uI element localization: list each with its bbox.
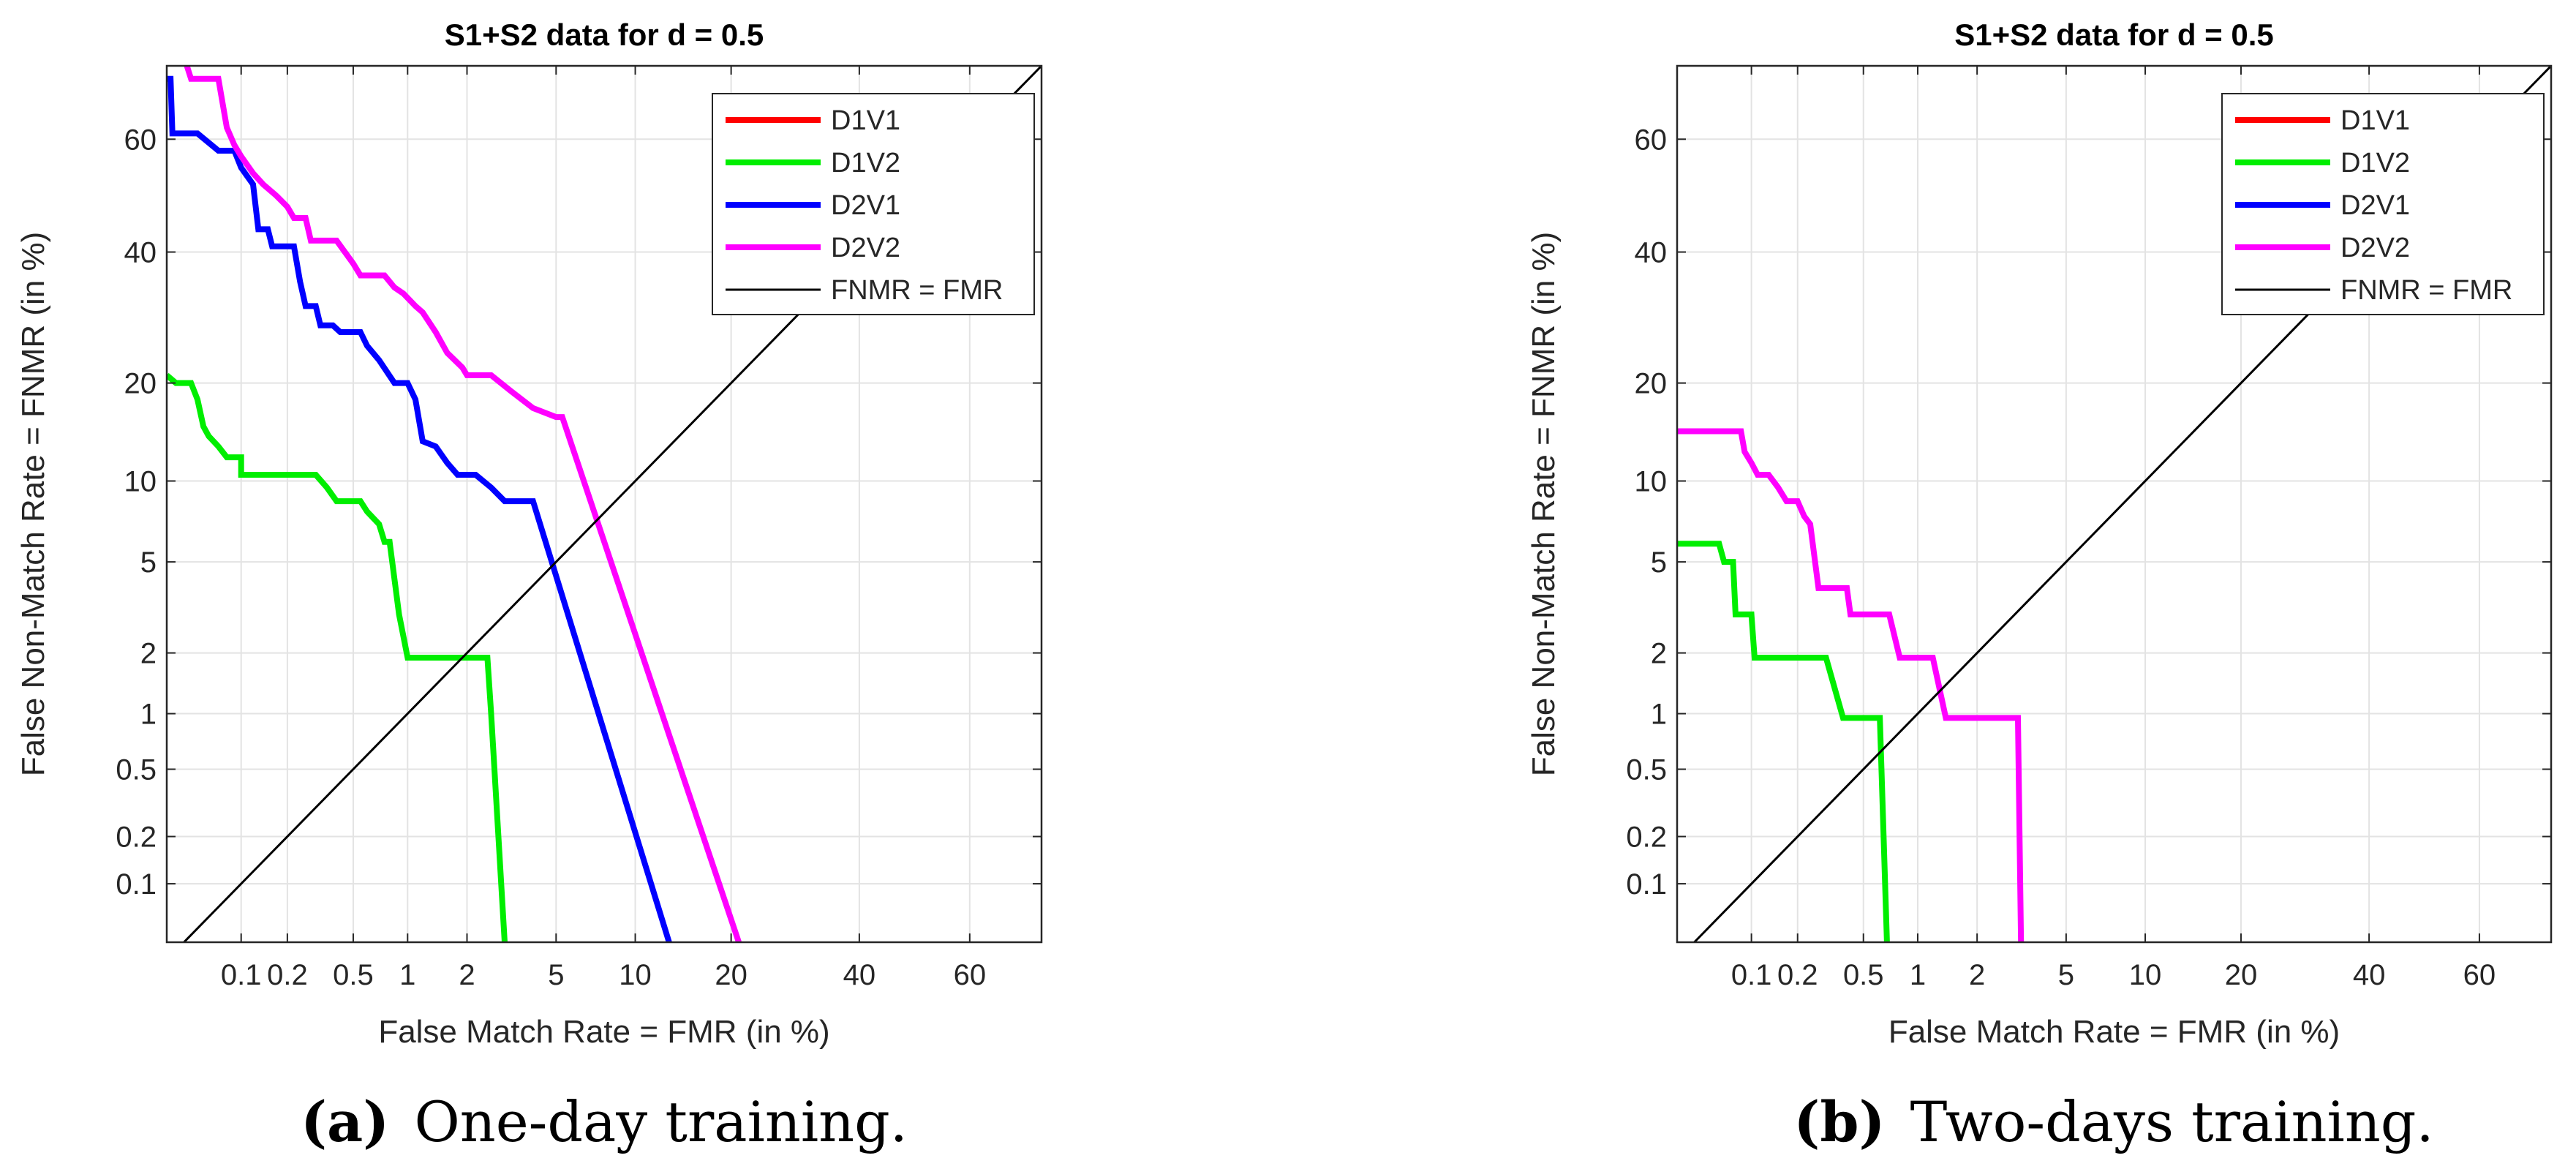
legend-entry: D2V2 [2340, 233, 2410, 263]
caption: (a) One-day training. [301, 1089, 908, 1154]
y-tick-label: 10 [124, 466, 157, 498]
caption: (b) Two-days training. [1793, 1089, 2433, 1154]
x-axis-label: False Match Rate = FMR (in %) [1888, 1014, 2340, 1050]
legend: D1V1 D1V2 D2V1 D2V2 FNMR = FMR [712, 93, 1035, 315]
x-tick-label: 2 [1969, 959, 1985, 991]
x-tick-label: 2 [459, 959, 475, 991]
x-tick-label: 40 [2353, 959, 2386, 991]
y-tick-label: 0.2 [1626, 822, 1667, 854]
x-tick-label: 10 [619, 959, 652, 991]
x-tick-label: 0.1 [1731, 959, 1772, 991]
y-tick-label: 1 [1651, 699, 1667, 731]
x-tick-label: 1 [399, 959, 415, 991]
panel-b-two-days: 0.1 0.2 0.5 1 2 5 10 20 40 600.10.20.512510204060… [1526, 18, 2553, 1154]
y-axis-label: False Non-Match Rate = FNMR (in %) [1526, 232, 1562, 777]
y-tick-label: 2 [1651, 638, 1667, 670]
y-tick-label: 0.5 [116, 753, 157, 786]
y-tick-label: 0.5 [1626, 753, 1667, 786]
y-tick-label: 0.1 [1626, 868, 1667, 901]
chart-title: S1+S2 data for d = 0.5 [1954, 18, 2274, 52]
y-tick-label: 40 [1635, 237, 1668, 269]
y-tick-label: 0.2 [116, 822, 157, 854]
y-tick-label: 20 [1635, 368, 1668, 400]
x-tick-label: 0.5 [1843, 959, 1884, 991]
y-tick-label: 0.1 [116, 868, 157, 901]
x-tick-label: 1 [1910, 959, 1926, 991]
chart-title: S1+S2 data for d = 0.5 [445, 18, 764, 52]
caption-text: Two-days training. [1910, 1089, 2434, 1154]
y-tick-label: 60 [124, 124, 157, 156]
axes-box [165, 64, 1043, 944]
legend-box [2221, 93, 2545, 315]
y-tick-label: 5 [140, 546, 157, 579]
legend-entry: D2V2 [831, 233, 900, 263]
x-tick-label: 0.1 [221, 959, 262, 991]
legend-entry: D2V1 [831, 190, 900, 221]
x-tick-label: 0.2 [267, 959, 308, 991]
series-line-d2v2 [1677, 428, 2025, 942]
x-tick-label: 20 [715, 959, 747, 991]
caption-label: (a) [301, 1089, 389, 1154]
series-line-d2v1 [167, 75, 672, 942]
x-tick-label: 5 [2058, 959, 2074, 991]
caption-text: One-day training. [414, 1089, 907, 1154]
y-tick-label: 20 [124, 368, 157, 400]
x-axis-label: False Match Rate = FMR (in %) [378, 1014, 829, 1050]
series-line-d1v2 [167, 372, 508, 942]
x-tick-label: 60 [954, 959, 987, 991]
x-tick-label: 60 [2463, 959, 2496, 991]
series-line-d2v2 [184, 66, 742, 942]
legend-entry: D1V1 [2340, 105, 2410, 136]
x-tick-label: 40 [843, 959, 876, 991]
series-line-d1v2 [1677, 541, 1890, 942]
y-tick-label: 10 [1635, 466, 1668, 498]
x-tick-label: 0.2 [1777, 959, 1818, 991]
axes-box [1676, 64, 2553, 944]
y-tick-label: 40 [124, 237, 157, 269]
legend: D1V1 D1V2 D2V1 D2V2 FNMR = FMR [2221, 93, 2545, 315]
y-axis-label: False Non-Match Rate = FNMR (in %) [15, 232, 51, 777]
legend-entry: D2V1 [2340, 190, 2410, 221]
y-tick-label: 5 [1651, 546, 1667, 579]
x-tick-label: 5 [548, 959, 564, 991]
x-tick-label: 10 [2129, 959, 2162, 991]
x-tick-label: 0.5 [333, 959, 374, 991]
legend-entry: D1V2 [2340, 148, 2410, 178]
legend-entry: FNMR = FMR [831, 275, 1003, 306]
y-tick-label: 1 [140, 699, 157, 731]
caption-label: (b) [1793, 1089, 1885, 1154]
y-tick-label: 60 [1635, 124, 1668, 156]
legend-entry: D1V2 [831, 148, 900, 178]
y-tick-label: 2 [140, 638, 157, 670]
legend-entry: D1V1 [831, 105, 900, 136]
legend-entry: FNMR = FMR [2340, 275, 2512, 306]
x-tick-label: 20 [2225, 959, 2258, 991]
panel-a-one-day: 0.1 0.2 0.5 1 2 5 10 20 40 600.10.20.512510204060… [15, 18, 1043, 1154]
